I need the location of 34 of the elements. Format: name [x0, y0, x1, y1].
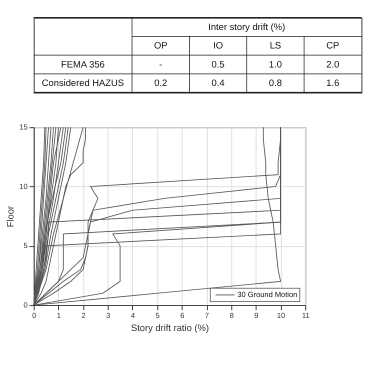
text: Inter story drift (%) [208, 22, 286, 32]
x-tick-label: 1 [56, 310, 61, 320]
text: 0.4 [212, 78, 225, 88]
legend-label: 30 Ground Motion [237, 290, 298, 299]
x-tick-label: 10 [276, 310, 286, 320]
y-tick-label: 10 [19, 182, 28, 191]
y-axis-title: Floor [6, 206, 16, 228]
x-tick-label: 4 [130, 310, 136, 320]
category-label: LS [270, 40, 282, 51]
text: 1.6 [326, 78, 340, 88]
x-tick-label: 2 [81, 310, 86, 320]
x-tick-label: 11 [302, 310, 310, 320]
x-tick-label: 3 [106, 310, 110, 320]
category-label: Considered HAZUS [42, 78, 124, 88]
category-label: FEMA 356 [61, 59, 105, 70]
x-tick-label: 0 [32, 310, 36, 320]
x-tick-label: 7 [204, 310, 210, 320]
y-tick-label: 5 [23, 241, 28, 250]
y-tick-label: 15 [19, 122, 28, 132]
x-tick-label: 5 [156, 310, 160, 320]
x-tick-label: 6 [180, 310, 184, 320]
text: 0.8 [268, 78, 282, 88]
x-tick-label: 9 [254, 310, 258, 320]
text: 2.0 [326, 59, 340, 70]
x-tick-label: 8 [230, 310, 234, 320]
text: - [159, 59, 162, 70]
category-label: CP [326, 40, 340, 51]
category-label: IO [213, 40, 224, 51]
text: 0.5 [212, 59, 225, 70]
category-label: OP [154, 40, 168, 51]
text: 0.2 [154, 78, 168, 88]
text: 1.0 [268, 59, 282, 70]
y-tick-label: 0 [23, 300, 28, 310]
x-axis-title: Story drift ratio (%) [130, 322, 209, 333]
